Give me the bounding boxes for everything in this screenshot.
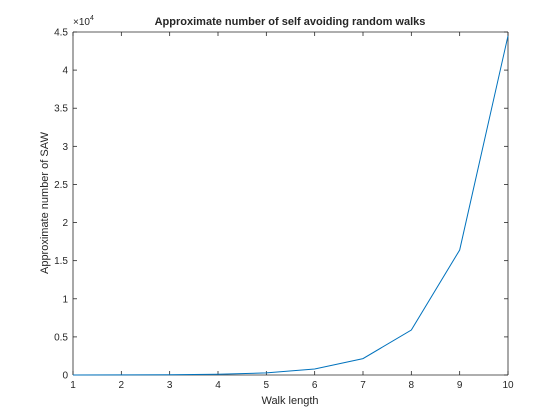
- y-tick-label: 1: [62, 294, 68, 305]
- y-axis-ticks: 0 0.5 1 1.5 2 2.5 3 3.5 4 4.5: [54, 28, 508, 382]
- y-tick-label: 0: [62, 371, 68, 382]
- x-tick-label: 1: [70, 380, 76, 391]
- x-tick-label: 4: [215, 380, 221, 391]
- y-tick-label: 3.5: [54, 104, 68, 115]
- x-tick-label: 2: [119, 380, 125, 391]
- x-tick-label: 6: [312, 380, 318, 391]
- series-layer: [72, 35, 509, 376]
- series-line: [72, 35, 509, 376]
- y-tick-label: 2: [62, 218, 68, 229]
- x-axis-label: Walk length: [261, 395, 318, 407]
- x-tick-label: 3: [167, 380, 173, 391]
- y-tick-label: 4: [62, 66, 68, 77]
- y-exponent-base: ×10: [73, 17, 90, 28]
- y-tick-label: 4.5: [54, 28, 68, 39]
- x-tick-label: 5: [264, 380, 270, 391]
- y-axis-label: Approximate number of SAW: [39, 131, 51, 274]
- y-exponent-power: 4: [90, 15, 94, 22]
- x-tick-label: 7: [360, 380, 366, 391]
- x-axis-ticks: 1 2 3 4 5 6 7 8 9 10: [70, 32, 514, 391]
- x-tick-label: 8: [409, 380, 415, 391]
- y-tick-label: 3: [62, 142, 68, 153]
- y-tick-label: 0.5: [54, 332, 68, 343]
- y-tick-label: 2.5: [54, 180, 68, 191]
- y-tick-label: 1.5: [54, 256, 68, 267]
- chart-title: Approximate number of self avoiding rand…: [155, 16, 426, 28]
- x-tick-label: 10: [502, 380, 514, 391]
- plot-area: [73, 32, 508, 375]
- y-exponent: ×104: [73, 15, 94, 28]
- x-tick-label: 9: [457, 380, 463, 391]
